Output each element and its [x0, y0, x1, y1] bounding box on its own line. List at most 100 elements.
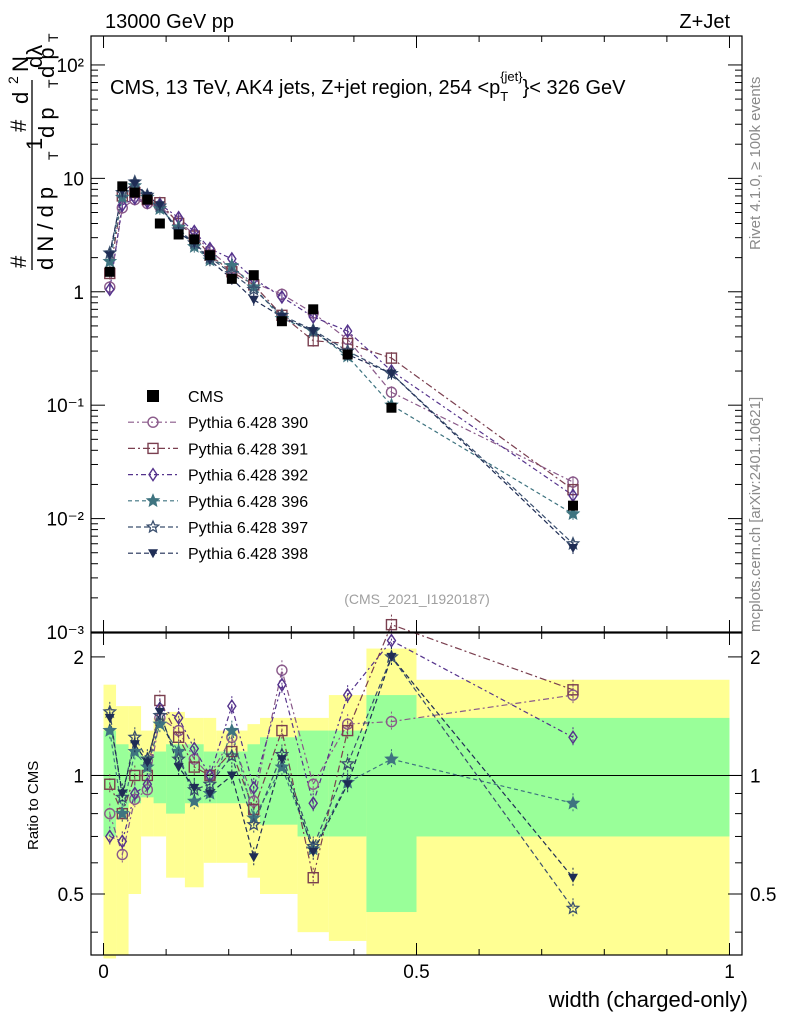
ratio-point [129, 793, 141, 805]
data-point [129, 179, 140, 189]
legend-item: Pythia 6.428 397 [128, 519, 308, 537]
ratio-point [342, 780, 353, 790]
y-axis-label: 1 d N / d p T # d p T # d 2 N d p T dλ [5, 33, 61, 270]
rivet-label: Rivet 4.1.0, ≥ 100k events [747, 77, 764, 250]
ylabel-dpt2: d p [34, 47, 59, 78]
data-point [385, 386, 398, 398]
cms-point [142, 194, 153, 205]
title-main: CMS, 13 TeV, AK4 jets, Z+jet region, 254… [110, 77, 500, 99]
legend-label: Pythia 6.428 397 [188, 520, 308, 537]
ylabel-sup2: 2 [5, 76, 21, 84]
ylabel-sub-t2: T [45, 79, 61, 88]
ratio-point [385, 618, 398, 631]
chart-title: CMS, 13 TeV, AK4 jets, Z+jet region, 254… [110, 69, 626, 104]
ratio-point [114, 805, 130, 820]
legend-label: CMS [188, 389, 224, 406]
data-point [154, 201, 165, 211]
x-axis-label: width (charged-only) [548, 987, 748, 1012]
ratio-tick-label-right: 0.5 [750, 885, 776, 906]
ratio-point [227, 698, 237, 714]
legend-marker [147, 442, 159, 455]
ratio-line-0 [109, 670, 574, 857]
ratio-point [307, 871, 319, 884]
ratio-point [565, 900, 581, 915]
data-point [342, 323, 353, 339]
y-tick-label: 10 [63, 169, 84, 190]
ratio-point [386, 633, 397, 648]
ylabel-d: d [8, 92, 33, 104]
ratio-point [246, 816, 262, 831]
ratio-point [129, 769, 141, 782]
y-tick-label: 10⁻³ [47, 623, 85, 644]
cms-point [204, 250, 215, 261]
cms-point [386, 402, 397, 413]
cms-point [154, 218, 165, 229]
ratio-point [142, 758, 153, 768]
ratio-tick-label: 2 [73, 648, 84, 669]
ratio-point [226, 771, 237, 781]
legend-marker [147, 416, 159, 428]
legend-item: Pythia 6.428 398 [128, 546, 308, 563]
ratio-point [248, 780, 259, 796]
ylabel-dndpt: d N / d p [33, 187, 58, 270]
ratio-point [224, 722, 240, 737]
band-inner-4 [153, 751, 167, 804]
cms-point [308, 304, 319, 315]
ratio-point [117, 789, 128, 799]
data-point [277, 289, 287, 305]
x-tick-label: 0 [98, 962, 109, 983]
ratio-point [189, 741, 200, 756]
ratio-point [173, 710, 184, 726]
ratio-point [567, 684, 579, 696]
ratio-point [341, 724, 354, 737]
legend-item: Pythia 6.428 392 [128, 467, 308, 485]
cms-point [173, 229, 184, 240]
data-point [308, 327, 319, 337]
legend-item: CMS [147, 389, 224, 406]
ratio-line-5 [109, 655, 574, 879]
legend-marker [148, 467, 158, 482]
mcplots-label: mcplots.cern.ch [arXiv:2401.10621] [747, 397, 764, 632]
ratio-point [104, 713, 115, 723]
ratio-point [308, 847, 319, 857]
series-markers [102, 174, 581, 919]
process-label: Z+Jet [679, 11, 730, 33]
series-line-3 [109, 184, 574, 515]
ratio-point [224, 748, 240, 763]
ratio-point [307, 778, 319, 790]
ratio-point [342, 687, 353, 703]
ratio-point [102, 722, 118, 737]
data-point [567, 544, 578, 554]
data-point [386, 369, 397, 379]
legend-label: Pythia 6.428 390 [188, 415, 308, 432]
y-tick-label: 1 [73, 283, 84, 304]
data-point [104, 251, 115, 261]
ratio-line-3 [109, 722, 574, 851]
data-point [104, 282, 115, 297]
cms-point [276, 316, 287, 327]
ratio-line-1 [109, 623, 574, 878]
legend: CMS Pythia 6.428 390 Pythia 6.428 391 Pythi… [128, 389, 308, 563]
ratio-point [104, 829, 115, 844]
cms-point [248, 270, 259, 281]
analysis-id: (CMS_2021_I1920187) [344, 591, 490, 607]
ratio-point [186, 793, 202, 808]
ratio-point [152, 716, 168, 731]
data-point [385, 352, 398, 364]
ylabel-sub-t3: T [45, 33, 61, 42]
legend-item: Pythia 6.428 390 [128, 415, 308, 432]
cms-point [342, 349, 353, 360]
ratio-point [384, 751, 399, 766]
ratio-point [189, 783, 200, 793]
ratio-point [248, 795, 260, 807]
beam-label: 13000 GeV pp [105, 11, 234, 33]
ratio-point [385, 715, 398, 728]
ratio-point [173, 763, 184, 773]
ratio-point [248, 853, 259, 863]
data-point [565, 506, 581, 521]
ratio-point [129, 786, 140, 801]
title-tail: }< 326 GeV [523, 77, 627, 99]
legend-item: Pythia 6.428 391 [128, 441, 308, 458]
data-point [117, 197, 128, 213]
